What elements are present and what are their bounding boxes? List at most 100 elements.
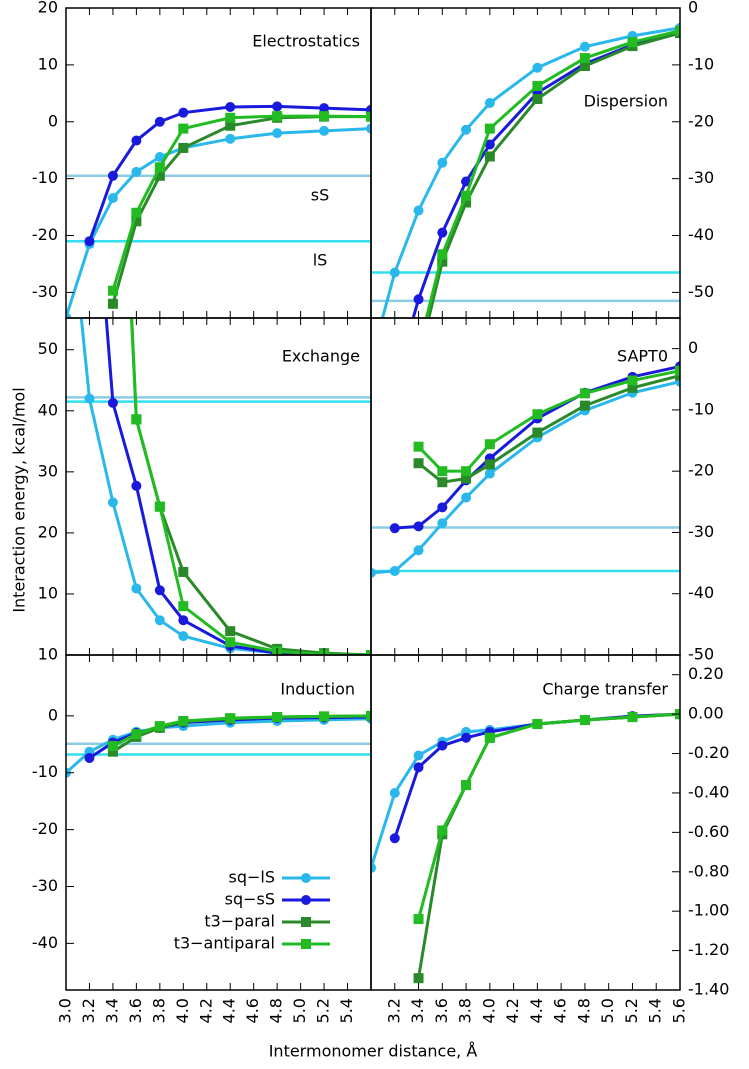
marker: [484, 439, 495, 450]
marker: [437, 502, 448, 513]
marker: [131, 166, 142, 177]
marker: [437, 227, 448, 238]
y-tick-label: 40: [38, 400, 58, 419]
marker: [272, 711, 283, 722]
marker: [437, 477, 448, 488]
marker: [154, 585, 165, 596]
marker: [532, 409, 543, 420]
legend-marker: [301, 917, 311, 927]
x-tick-label: 5.4: [337, 998, 356, 1023]
y-tick-label: -50: [688, 282, 714, 301]
x-tick-label: 5.0: [290, 998, 309, 1023]
marker: [532, 94, 543, 105]
marker: [107, 746, 118, 757]
x-tick-label: 4.0: [173, 998, 192, 1023]
marker: [461, 732, 472, 743]
marker: [319, 111, 330, 122]
marker: [414, 344, 424, 354]
marker: [413, 205, 424, 216]
marker: [532, 427, 543, 438]
marker: [437, 825, 448, 836]
marker: [84, 236, 95, 247]
x-tick-label: 3.4: [408, 998, 427, 1023]
x-tick-label: 4.0: [479, 998, 498, 1023]
y-tick-label: -0.80: [688, 861, 729, 880]
y-tick-label: -20: [32, 819, 58, 838]
marker: [84, 752, 95, 763]
panel-title: Dispersion: [584, 92, 668, 111]
plot-area: [66, 101, 371, 655]
marker: [484, 468, 495, 479]
marker: [413, 458, 424, 469]
marker: [579, 61, 590, 72]
x-tick-label: 3.8: [456, 998, 475, 1023]
y-tick-label: -0.40: [688, 782, 729, 801]
marker: [484, 732, 495, 743]
marker: [178, 566, 189, 577]
y-axis-label: Interaction energy, kcal/mol: [10, 387, 29, 612]
marker: [484, 139, 495, 150]
marker: [389, 267, 400, 278]
marker: [461, 197, 472, 208]
series-line: [66, 717, 371, 774]
y-tick-label: -0.20: [688, 743, 729, 762]
x-tick-label: 5.0: [598, 998, 617, 1023]
series-line: [371, 712, 680, 869]
marker: [366, 111, 371, 122]
marker: [461, 124, 472, 135]
y-tick-label: -30: [688, 168, 714, 187]
marker: [154, 162, 165, 173]
y-tick-label: 10: [38, 645, 58, 664]
x-tick-label: 5.2: [314, 998, 333, 1023]
marker: [461, 780, 472, 791]
marker: [579, 400, 590, 411]
marker: [413, 521, 424, 532]
x-tick-label: 3.4: [102, 998, 121, 1023]
marker: [154, 116, 165, 127]
series-line: [371, 380, 680, 575]
marker: [154, 170, 165, 181]
marker: [84, 101, 94, 111]
series-line: [79, 318, 371, 655]
y-tick-label: -40: [688, 583, 714, 602]
marker: [532, 62, 543, 73]
panel-title: Induction: [280, 680, 355, 699]
y-tick-label: -10: [688, 54, 714, 73]
y-tick-label: 0.20: [688, 664, 724, 683]
marker: [178, 601, 189, 612]
y-tick-label: 20: [38, 0, 58, 17]
y-tick-label: 20: [38, 522, 58, 541]
plot-area: [66, 101, 371, 318]
marker: [413, 914, 424, 925]
legend-marker: [301, 873, 311, 883]
marker: [437, 466, 448, 477]
marker: [131, 135, 142, 146]
marker: [675, 365, 680, 376]
y-tick-label: -10: [688, 399, 714, 418]
marker: [154, 721, 165, 732]
marker: [131, 480, 142, 491]
panel-title: Electrostatics: [252, 32, 360, 51]
y-tick-label: 50: [38, 339, 58, 358]
series-line: [111, 114, 371, 292]
marker: [627, 375, 638, 386]
y-tick-label: -0.60: [688, 822, 729, 841]
marker: [154, 615, 165, 626]
marker: [107, 497, 118, 508]
marker: [484, 459, 495, 470]
marker: [414, 356, 424, 366]
marker: [178, 142, 189, 153]
plot-area: [371, 709, 680, 984]
legend-label: sq−sS: [225, 890, 275, 909]
x-tick-label: 5.4: [646, 998, 665, 1023]
x-tick-label: 3.6: [126, 998, 145, 1023]
panel-title: SAPT0: [617, 347, 668, 366]
x-tick-label: 4.4: [220, 998, 239, 1023]
marker: [371, 862, 376, 873]
y-tick-label: 10: [38, 583, 58, 602]
marker: [437, 157, 448, 168]
marker: [413, 441, 424, 452]
marker: [484, 97, 495, 108]
marker: [437, 518, 448, 529]
